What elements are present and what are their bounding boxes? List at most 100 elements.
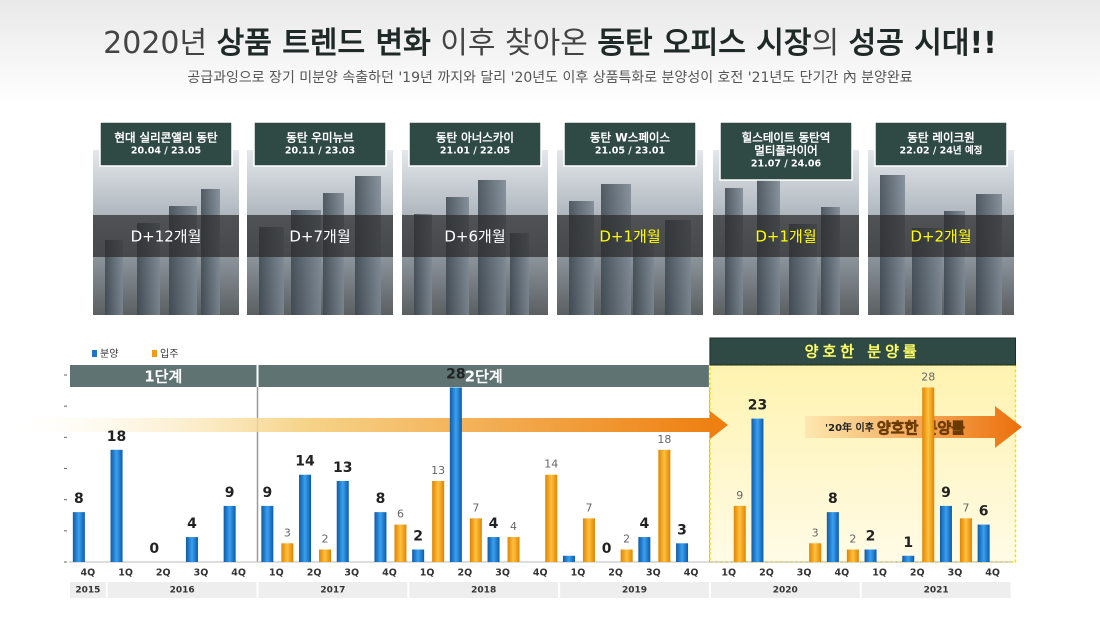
x-tick-label: 4Q: [81, 568, 96, 579]
card-name: 힐스테이트 동탄역: [742, 131, 831, 145]
bar: [432, 480, 445, 562]
x-tick-label: 4Q: [835, 568, 850, 579]
bar: [676, 543, 689, 562]
x-tick-label: 4Q: [684, 568, 699, 579]
card-header: [253, 121, 387, 167]
card-period: 21.01 / 22.05: [440, 146, 510, 157]
value-label: 8: [74, 491, 84, 507]
card-name: 동탄 아너스카이: [436, 131, 514, 145]
x-tick-label: 3Q: [948, 568, 963, 579]
bar: [809, 543, 822, 562]
title-part: 이후 찾아온: [431, 26, 598, 61]
value-label: 4: [510, 520, 517, 533]
title-part: 성공 시대!!: [849, 26, 997, 61]
legend-label: 입주: [160, 347, 178, 360]
value-label: 28: [921, 370, 935, 383]
value-label: 13: [431, 464, 445, 477]
card-badge: D+2개월: [910, 228, 971, 246]
annotation-prefix: '20年 이후: [825, 421, 874, 434]
value-label: 2: [413, 529, 423, 545]
bar: [299, 474, 312, 562]
bar: [487, 537, 500, 562]
bar: [185, 537, 198, 562]
year-cell: [710, 582, 860, 598]
year-label: 2016: [170, 586, 195, 596]
value-label: 0: [149, 541, 159, 557]
title-part: 의: [811, 26, 848, 61]
x-tick-label: 2Q: [910, 568, 925, 579]
phase-label: 2단계: [465, 368, 503, 386]
card-period: 21.05 / 23.01: [595, 146, 665, 157]
card-name: 동탄 레이크원: [907, 131, 974, 145]
value-label: 7: [472, 501, 479, 514]
subtitle: 공급과잉으로 장기 미분양 속출하던 '19년 까지와 달리 '20년도 이후 …: [187, 70, 912, 86]
bar: [545, 474, 558, 562]
annotation: '20年 이후 양호한 분양률: [825, 419, 965, 437]
value-label: 1: [903, 535, 913, 551]
title-part: 동탄 오피스 시장: [597, 26, 811, 61]
card-badge: D+12개월: [131, 228, 202, 246]
year-label: 2021: [924, 586, 949, 596]
title-part: 상품 트렌드 변화: [217, 26, 431, 61]
year-cell: [861, 582, 1011, 598]
bar: [922, 387, 935, 562]
legend-swatch: [92, 350, 97, 357]
highlight-header: [709, 337, 1017, 366]
bar: [562, 555, 575, 562]
value-label: 14: [295, 454, 315, 470]
phase-label: 1단계: [144, 368, 182, 386]
bar: [374, 512, 387, 562]
bar: [223, 505, 236, 562]
annotation-emphasis: 양호한 분양률: [877, 419, 965, 437]
title: 2020년 상품 트렌드 변화 이후 찾아온 동탄 오피스 시장의 성공 시대!…: [103, 26, 997, 61]
card-header: [408, 121, 542, 167]
bar: [959, 518, 972, 562]
value-label: 14: [544, 458, 558, 471]
header-bg: [0, 0, 1100, 105]
bar: [733, 505, 746, 562]
x-tick-label: 4Q: [382, 568, 397, 579]
value-label: 3: [812, 526, 819, 539]
card-badge-band: [93, 215, 239, 257]
card-badge: D+6개월: [444, 228, 505, 246]
card-badge-band: [402, 215, 548, 257]
card-name: 현대 실리콘앨리 동탄: [114, 131, 218, 145]
value-label: 13: [333, 460, 352, 476]
bar: [582, 518, 595, 562]
year-cell: [107, 582, 257, 598]
card-header: [563, 121, 697, 167]
bar: [394, 524, 407, 562]
bar: [281, 543, 294, 562]
value-label: 2: [866, 529, 876, 545]
card-name: 동탄 W스페이스: [590, 131, 671, 145]
card-badge-band: [713, 215, 859, 257]
bar: [902, 555, 915, 562]
bar: [72, 512, 85, 562]
value-label: 6: [397, 508, 404, 521]
x-tick-label: 3Q: [797, 568, 812, 579]
value-label: 3: [677, 522, 687, 538]
bar: [319, 549, 332, 562]
bar: [977, 524, 990, 562]
x-tick-label: 3Q: [495, 568, 510, 579]
card-header: [719, 121, 853, 181]
x-tick-label: 2Q: [458, 568, 473, 579]
bar: [507, 537, 520, 562]
trend-arrow-2: [805, 406, 1022, 448]
x-tick-label: 2Q: [307, 568, 322, 579]
card-name: 멀티플라이어: [754, 144, 817, 158]
card-badge-band: [247, 215, 393, 257]
year-cell: [70, 582, 106, 598]
value-label: 4: [489, 516, 499, 532]
card-name: 동탄 우미뉴브: [286, 131, 354, 145]
bar: [261, 505, 274, 562]
bar: [336, 480, 349, 562]
card-badge-band: [557, 215, 703, 257]
value-label: 18: [657, 433, 671, 446]
title-part: 2020년: [103, 26, 216, 61]
card-badge: D+1개월: [755, 228, 816, 246]
x-tick-label: 3Q: [646, 568, 661, 579]
bar: [939, 505, 952, 562]
value-label: 28: [446, 366, 465, 382]
